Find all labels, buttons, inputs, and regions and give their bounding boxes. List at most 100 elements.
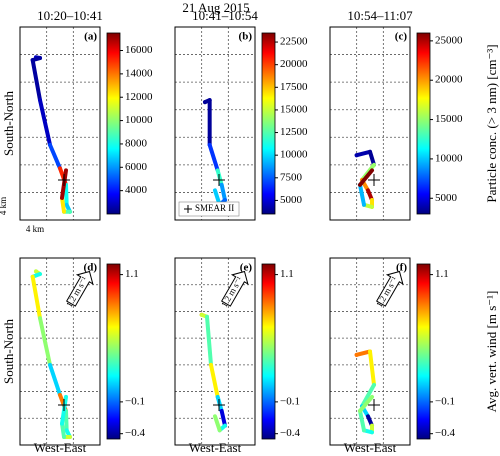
track-segment: [215, 168, 224, 187]
track-segment: [368, 149, 376, 167]
colorbar-tick-label: 5000: [280, 194, 303, 206]
colorbar-tick-label: 10000: [125, 114, 153, 126]
wind-arrow: 1.2 m s⁻¹: [219, 270, 249, 309]
colorbar-tick-label: 20000: [435, 74, 463, 86]
wind-arrow: 1.2 m s⁻¹: [374, 270, 404, 309]
track-segment: [30, 274, 42, 321]
legend-marker: [184, 205, 192, 213]
track-segment: [30, 58, 42, 103]
colorbar-tick-label: −0.4: [125, 427, 145, 439]
colorbar-tick-label: 20000: [280, 58, 308, 70]
colorbar-tick-label: 25000: [435, 34, 463, 46]
station-marker: [58, 399, 70, 411]
colorbar: [261, 263, 276, 440]
colorbar-tick-label: 16000: [125, 44, 153, 56]
track-segment: [368, 349, 376, 387]
x-axis-label: West-East: [34, 440, 87, 455]
plot-frame: [329, 257, 411, 446]
wind-arrow: 1.2 m s⁻¹: [64, 270, 94, 309]
x-axis-label: West-East: [189, 440, 242, 455]
colorbar-label: Particle conc. (> 3 nm) [cm⁻³]: [484, 44, 499, 202]
colorbar-tick-label: −0.4: [435, 427, 455, 439]
track-segment: [354, 149, 372, 158]
colorbar-tick-label: 15000: [280, 103, 308, 115]
panel-label: (e): [240, 262, 253, 274]
station-marker: [213, 174, 225, 186]
track-segment: [60, 421, 66, 439]
track-segment: [38, 98, 52, 147]
track-segment: [215, 394, 224, 413]
plot-frame: [329, 26, 411, 221]
colorbar-tick-label: 10000: [435, 152, 463, 164]
wind-arrow-shape: [375, 270, 404, 307]
colorbar: [416, 32, 431, 215]
colorbar: [106, 263, 121, 440]
panel-label: (b): [239, 31, 253, 43]
plot-frame: [19, 26, 101, 221]
colorbar-tick-label: 1.1: [280, 268, 294, 280]
panel-label: (f): [396, 262, 407, 274]
plot-frame: [174, 26, 256, 221]
station-marker: [213, 399, 225, 411]
colorbar-tick-label: 4000: [125, 184, 148, 196]
colorbar-tick-label: −0.1: [435, 395, 455, 407]
colorbar-tick-label: −0.1: [125, 395, 145, 407]
track-segment: [207, 142, 220, 173]
colorbar-tick-label: 14000: [125, 67, 153, 79]
wind-arrow-shape: [220, 270, 249, 307]
track-segment: [64, 408, 69, 433]
legend-label: SMEAR II: [195, 203, 234, 213]
colorbar-tick-label: 12500: [280, 126, 308, 138]
track-segment: [354, 349, 372, 357]
panel-label: (d): [84, 262, 98, 274]
track-segment: [48, 362, 62, 397]
track-segment: [205, 314, 213, 367]
legend-box: [178, 201, 240, 217]
track-segment: [219, 182, 227, 203]
track-segment: [358, 408, 366, 433]
panel-label: (c): [395, 31, 408, 43]
plot-frame: [174, 257, 256, 446]
colorbar-tick-label: 5000: [435, 192, 458, 204]
track-segment: [358, 394, 374, 413]
colorbar-tick-label: 8000: [125, 137, 148, 149]
panel-label: (a): [84, 31, 97, 43]
colorbar-tick-label: 6000: [125, 161, 148, 173]
colorbar-tick-label: 17500: [280, 81, 308, 93]
figure-title: 21 Aug 2015: [182, 0, 249, 15]
colorbar-tick-label: 15000: [435, 113, 463, 125]
x-axis-label: West-East: [344, 440, 397, 455]
colorbar-tick-label: 7500: [280, 171, 303, 183]
y-axis-label: South-North: [1, 91, 16, 157]
wind-arrow-shape: [65, 270, 94, 307]
colorbar-tick-label: −0.4: [280, 427, 300, 439]
colorbar-tick-label: 10000: [280, 149, 308, 161]
colorbar-label: Avg. vert. wind [m s⁻¹]: [484, 291, 499, 413]
track-segment: [209, 362, 220, 399]
panel-title: 10:20–10:41: [37, 8, 103, 23]
plot-frame: [19, 257, 101, 446]
track-segment: [48, 142, 62, 171]
panel-title: 10:54–11:07: [347, 8, 413, 23]
track-segment: [219, 408, 227, 428]
panel-title: 10:41–10:54: [192, 8, 258, 23]
track-segment: [64, 182, 69, 207]
colorbar: [261, 32, 276, 215]
track-segment: [358, 168, 374, 187]
y-axis-label: South-North: [1, 319, 16, 385]
scale-label: 4 km: [26, 224, 44, 234]
colorbar-tick-label: 12000: [125, 91, 153, 103]
track-segment: [38, 316, 52, 367]
colorbar-tick-label: 1.1: [435, 268, 449, 280]
track-segment: [360, 382, 376, 409]
track-segment: [213, 414, 222, 433]
colorbar: [106, 32, 121, 215]
colorbar-tick-label: 1.1: [125, 268, 139, 280]
station-marker: [368, 174, 380, 186]
station-marker: [368, 399, 380, 411]
station-marker: [58, 174, 70, 186]
colorbar-tick-label: −0.1: [280, 395, 300, 407]
track-segment: [60, 195, 66, 214]
colorbar-tick-label: 22500: [280, 36, 308, 48]
scale-label: 4 km: [0, 197, 8, 215]
